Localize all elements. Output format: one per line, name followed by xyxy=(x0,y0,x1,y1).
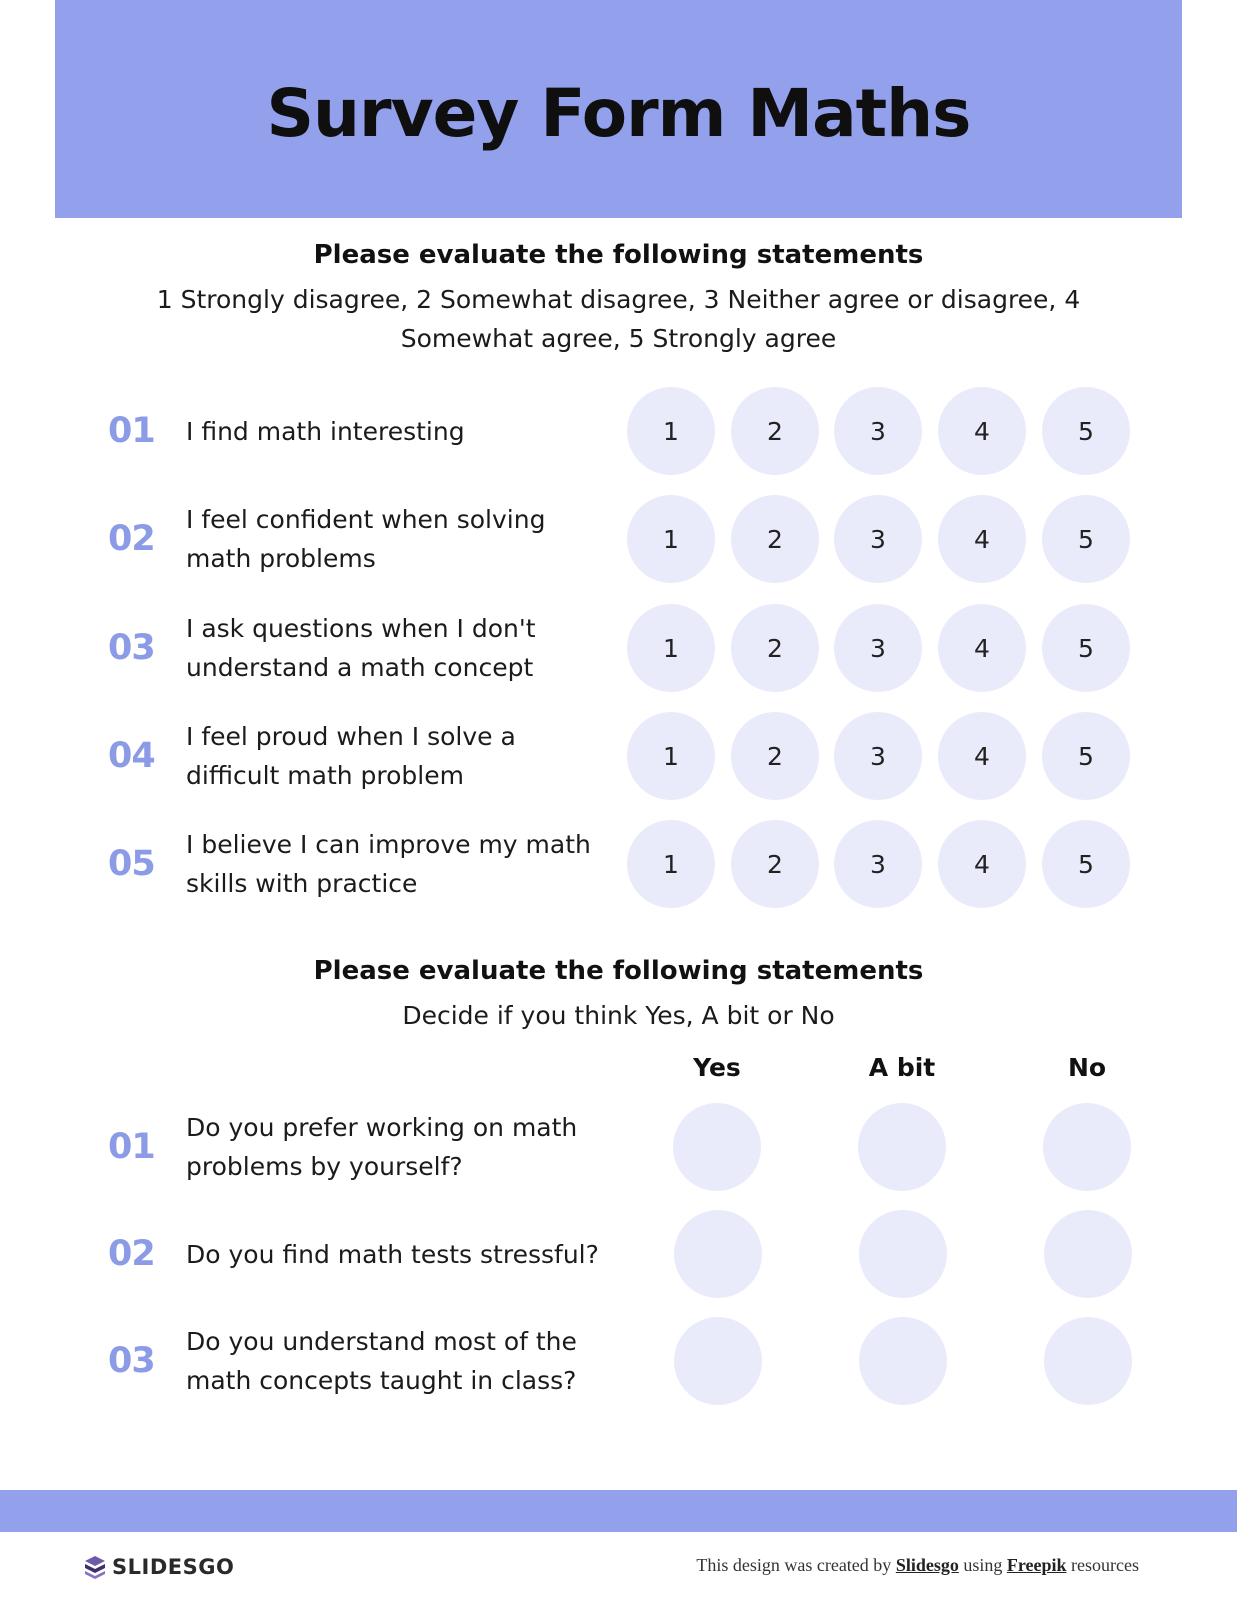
choice-yes[interactable] xyxy=(674,1210,762,1298)
attribution: This design was created by Slidesgo usin… xyxy=(696,1555,1139,1576)
freepik-link[interactable]: Freepik xyxy=(1006,1555,1067,1575)
item-number: 01 xyxy=(108,1127,156,1167)
item-number: 01 xyxy=(108,411,156,451)
likert-row: 01 I find math interesting 1 2 3 4 5 xyxy=(0,386,1237,476)
item-statement: I feel proud when I solve a difficult ma… xyxy=(186,722,516,790)
item-statement: I believe I can improve my math skills w… xyxy=(186,830,591,898)
rating-option-5[interactable]: 5 xyxy=(1042,820,1130,908)
choice-no[interactable] xyxy=(1043,1103,1131,1191)
slidesgo-link[interactable]: Slidesgo xyxy=(895,1555,959,1575)
item-statement: I find math interesting xyxy=(186,416,465,446)
rating-option-3[interactable]: 3 xyxy=(834,495,922,583)
item-statement: I feel confident when solving math probl… xyxy=(186,505,546,573)
item-statement: Do you find math tests stressful? xyxy=(186,1239,599,1269)
slidesgo-logo-icon xyxy=(85,1556,105,1579)
choice-no[interactable] xyxy=(1044,1317,1132,1405)
item-statement: Do you understand most of the math conce… xyxy=(186,1327,577,1395)
rating-option-4[interactable]: 4 xyxy=(938,387,1026,475)
item-statement: I ask questions when I don't understand … xyxy=(186,614,536,682)
rating-option-4[interactable]: 4 xyxy=(938,820,1026,908)
rating-option-2[interactable]: 2 xyxy=(731,387,819,475)
credit-middle: using xyxy=(963,1555,1003,1575)
rating-option-2[interactable]: 2 xyxy=(731,820,819,908)
rating-option-1[interactable]: 1 xyxy=(627,712,715,800)
item-statement: Do you prefer working on math problems b… xyxy=(186,1113,578,1181)
brand: SLIDESGO xyxy=(84,1552,234,1582)
choice-a-bit[interactable] xyxy=(858,1103,946,1191)
page-title: Survey Form Maths xyxy=(266,74,972,152)
rating-option-5[interactable]: 5 xyxy=(1042,604,1130,692)
rating-option-3[interactable]: 3 xyxy=(834,604,922,692)
rating-option-1[interactable]: 1 xyxy=(627,387,715,475)
brand-name: SLIDESGO xyxy=(112,1555,235,1579)
rating-option-4[interactable]: 4 xyxy=(938,604,1026,692)
rating-option-1[interactable]: 1 xyxy=(627,820,715,908)
rating-option-5[interactable]: 5 xyxy=(1042,387,1130,475)
credit-suffix: resources xyxy=(1071,1555,1139,1575)
rating-option-1[interactable]: 1 xyxy=(627,604,715,692)
section1-description: 1 Strongly disagree, 2 Somewhat disagree… xyxy=(156,285,1081,353)
rating-option-4[interactable]: 4 xyxy=(938,495,1026,583)
rating-option-3[interactable]: 3 xyxy=(834,712,922,800)
item-number: 03 xyxy=(108,628,156,668)
likert-row: 05 I believe I can improve my math skill… xyxy=(0,819,1237,909)
item-number: 03 xyxy=(108,1341,156,1381)
section1-heading: Please evaluate the following statements xyxy=(313,240,924,270)
rating-option-3[interactable]: 3 xyxy=(834,820,922,908)
column-header-yes: Yes xyxy=(693,1053,741,1082)
rating-option-2[interactable]: 2 xyxy=(731,495,819,583)
choice-yes[interactable] xyxy=(674,1317,762,1405)
item-number: 05 xyxy=(108,844,156,884)
rating-option-3[interactable]: 3 xyxy=(834,387,922,475)
rating-option-5[interactable]: 5 xyxy=(1042,495,1130,583)
column-header-a-bit: A bit xyxy=(868,1053,936,1082)
item-number: 02 xyxy=(108,519,156,559)
likert-row: 02 I feel confident when solving math pr… xyxy=(0,494,1237,584)
choice-row: 02 Do you find math tests stressful? xyxy=(0,1209,1237,1299)
rating-option-2[interactable]: 2 xyxy=(731,712,819,800)
rating-option-5[interactable]: 5 xyxy=(1042,712,1130,800)
likert-row: 04 I feel proud when I solve a difficult… xyxy=(0,711,1237,801)
section2-heading: Please evaluate the following statements xyxy=(313,956,924,986)
choice-row: 01 Do you prefer working on math problem… xyxy=(0,1102,1237,1192)
item-number: 02 xyxy=(108,1234,156,1274)
rating-option-2[interactable]: 2 xyxy=(731,604,819,692)
column-header-no: No xyxy=(1067,1053,1107,1082)
choice-no[interactable] xyxy=(1044,1210,1132,1298)
choice-row: 03 Do you understand most of the math co… xyxy=(0,1316,1237,1406)
header-banner: Survey Form Maths xyxy=(55,0,1182,218)
section2-header: Please evaluate the following statements… xyxy=(0,956,1237,1035)
item-number: 04 xyxy=(108,736,156,776)
footer-band xyxy=(0,1490,1237,1532)
choice-yes[interactable] xyxy=(673,1103,761,1191)
rating-option-4[interactable]: 4 xyxy=(938,712,1026,800)
choice-a-bit[interactable] xyxy=(859,1210,947,1298)
section2-description: Decide if you think Yes, A bit or No xyxy=(402,1001,835,1030)
rating-option-1[interactable]: 1 xyxy=(627,495,715,583)
credit-prefix: This design was created by xyxy=(696,1555,892,1575)
section1-header: Please evaluate the following statements… xyxy=(0,240,1237,358)
choice-a-bit[interactable] xyxy=(859,1317,947,1405)
likert-row: 03 I ask questions when I don't understa… xyxy=(0,603,1237,693)
